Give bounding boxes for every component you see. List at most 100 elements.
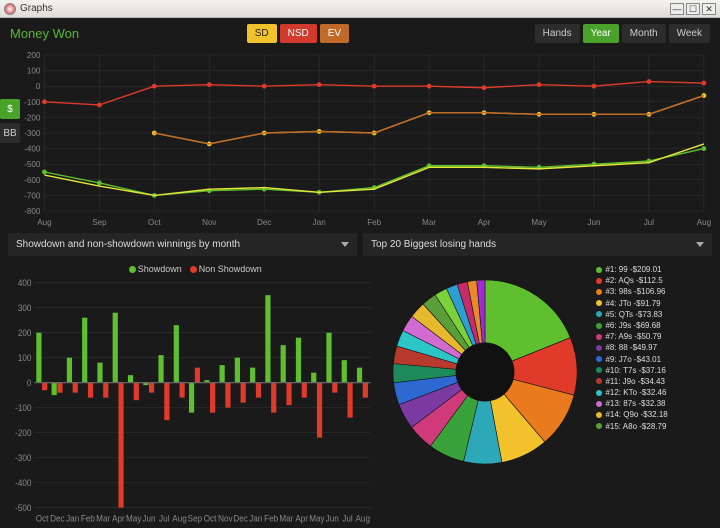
svg-text:Sep: Sep	[92, 218, 107, 227]
svg-text:Jul: Jul	[644, 218, 655, 227]
svg-text:-100: -100	[15, 403, 31, 414]
legend-item: #2: AQs -$112.5	[596, 275, 667, 286]
svg-text:Jul: Jul	[159, 513, 169, 524]
svg-text:Apr: Apr	[295, 513, 308, 524]
range-buttons: HandsYearMonthWeek	[535, 24, 710, 43]
legend-item: #13: 87s -$32.38	[596, 398, 667, 409]
svg-text:May: May	[531, 218, 546, 227]
svg-text:100: 100	[18, 353, 32, 364]
legend-item: #8: 88 -$49.97	[596, 342, 667, 353]
app-window: Graphs — ☐ ✕ Money Won SDNSDEV HandsYear…	[0, 0, 720, 528]
svg-text:Oct: Oct	[36, 513, 49, 524]
svg-text:-400: -400	[24, 145, 41, 154]
legend-item: #3: 98s -$106.96	[596, 286, 667, 297]
legend-item: #15: A8o -$28.79	[596, 421, 667, 432]
svg-text:Apr: Apr	[478, 218, 491, 227]
range-button-year[interactable]: Year	[583, 24, 619, 43]
svg-text:Mar: Mar	[96, 513, 110, 524]
minimize-button[interactable]: —	[670, 3, 684, 15]
svg-text:Jun: Jun	[142, 513, 155, 524]
range-button-hands[interactable]: Hands	[535, 24, 580, 43]
close-button[interactable]: ✕	[702, 3, 716, 15]
side-tab-bb[interactable]: BB	[0, 123, 20, 143]
series-buttons: SDNSDEV	[247, 24, 349, 43]
pie-panel: #1: 99 -$209.01#2: AQs -$112.5#3: 98s -$…	[380, 260, 712, 524]
svg-text:May: May	[126, 513, 142, 524]
svg-text:300: 300	[18, 303, 32, 314]
svg-text:Dec: Dec	[50, 513, 65, 524]
bar-panel: ShowdownNon Showdown -500 -400 -300 -200 -10…	[8, 260, 374, 524]
svg-text:Jan: Jan	[249, 513, 262, 524]
svg-text:Dec: Dec	[233, 513, 248, 524]
legend-item: #11: J9o -$34.43	[596, 376, 667, 387]
svg-text:Jul: Jul	[342, 513, 352, 524]
topbar: Money Won SDNSDEV HandsYearMonthWeek	[0, 18, 720, 49]
svg-text:-500: -500	[15, 503, 31, 514]
series-button-nsd[interactable]: NSD	[280, 24, 317, 43]
legend-item: #1: 99 -$209.01	[596, 264, 667, 275]
svg-text:Jan: Jan	[66, 513, 79, 524]
range-button-month[interactable]: Month	[622, 24, 666, 43]
svg-text:200: 200	[27, 51, 41, 60]
right-selector[interactable]: Top 20 Biggest losing hands	[363, 233, 712, 256]
page-title: Money Won	[10, 26, 79, 41]
svg-text:Oct: Oct	[204, 513, 217, 524]
maximize-button[interactable]: ☐	[686, 3, 700, 15]
bottom-row: ShowdownNon Showdown -500 -400 -300 -200 -10…	[0, 260, 720, 528]
chevron-down-icon	[696, 242, 704, 247]
svg-text:Feb: Feb	[81, 513, 95, 524]
svg-text:Jan: Jan	[313, 218, 326, 227]
titlebar[interactable]: Graphs — ☐ ✕	[0, 0, 720, 18]
svg-text:Feb: Feb	[367, 218, 381, 227]
legend-item: #7: A9s -$50.79	[596, 331, 667, 342]
left-selector-label: Showdown and non-showdown winnings by mo…	[16, 239, 240, 250]
svg-text:Sep: Sep	[188, 513, 203, 524]
svg-text:Aug: Aug	[697, 218, 711, 227]
svg-text:Mar: Mar	[422, 218, 436, 227]
chevron-down-icon	[341, 242, 349, 247]
legend-item: #12: KTo -$32.46	[596, 387, 667, 398]
side-tabs: $ BB	[0, 99, 20, 143]
svg-text:0: 0	[36, 82, 41, 91]
svg-text:Nov: Nov	[218, 513, 233, 524]
svg-text:-100: -100	[24, 98, 41, 107]
svg-text:-600: -600	[24, 176, 41, 185]
bar-chart-svg: -500-400-300-200-1000100200300400OctDecJ…	[8, 278, 374, 524]
svg-text:Jun: Jun	[587, 218, 600, 227]
pie-chart-svg	[380, 260, 590, 480]
main-chart: $BB -800-700-600-500-400-300-200-1000100…	[6, 49, 714, 229]
left-selector[interactable]: Showdown and non-showdown winnings by mo…	[8, 233, 357, 256]
svg-text:Aug: Aug	[172, 513, 187, 524]
window-title: Graphs	[20, 3, 53, 14]
svg-text:100: 100	[27, 67, 41, 76]
svg-text:-700: -700	[24, 191, 41, 200]
svg-text:May: May	[309, 513, 325, 524]
selector-row: Showdown and non-showdown winnings by mo…	[0, 229, 720, 260]
side-tab-$[interactable]: $	[0, 99, 20, 119]
legend-list: #1: 99 -$209.01#2: AQs -$112.5#3: 98s -$…	[590, 260, 671, 524]
series-button-sd[interactable]: SD	[247, 24, 277, 43]
legend-item: #10: T7s -$37.16	[596, 365, 667, 376]
svg-text:Feb: Feb	[264, 513, 278, 524]
range-button-week[interactable]: Week	[669, 24, 710, 43]
svg-text:-500: -500	[24, 160, 41, 169]
svg-text:200: 200	[18, 328, 32, 339]
series-button-ev[interactable]: EV	[320, 24, 349, 43]
svg-text:Mar: Mar	[279, 513, 293, 524]
svg-text:Aug: Aug	[37, 218, 51, 227]
svg-text:-300: -300	[15, 453, 31, 464]
main-chart-svg: -800-700-600-500-400-300-200-1000100200A…	[6, 49, 714, 229]
svg-text:Oct: Oct	[148, 218, 161, 227]
svg-text:0: 0	[27, 378, 32, 389]
app-icon	[4, 3, 16, 15]
svg-text:400: 400	[18, 278, 32, 288]
legend-item: #5: QTs -$73.83	[596, 309, 667, 320]
legend-item: #14: Q9o -$32.18	[596, 409, 667, 420]
svg-text:-300: -300	[24, 129, 41, 138]
content: Money Won SDNSDEV HandsYearMonthWeek $ BB…	[0, 18, 720, 528]
bar-legend: ShowdownNon Showdown	[8, 260, 374, 278]
svg-text:-200: -200	[24, 113, 41, 122]
svg-text:Dec: Dec	[257, 218, 271, 227]
svg-text:-200: -200	[15, 428, 31, 439]
svg-text:-400: -400	[15, 478, 31, 489]
